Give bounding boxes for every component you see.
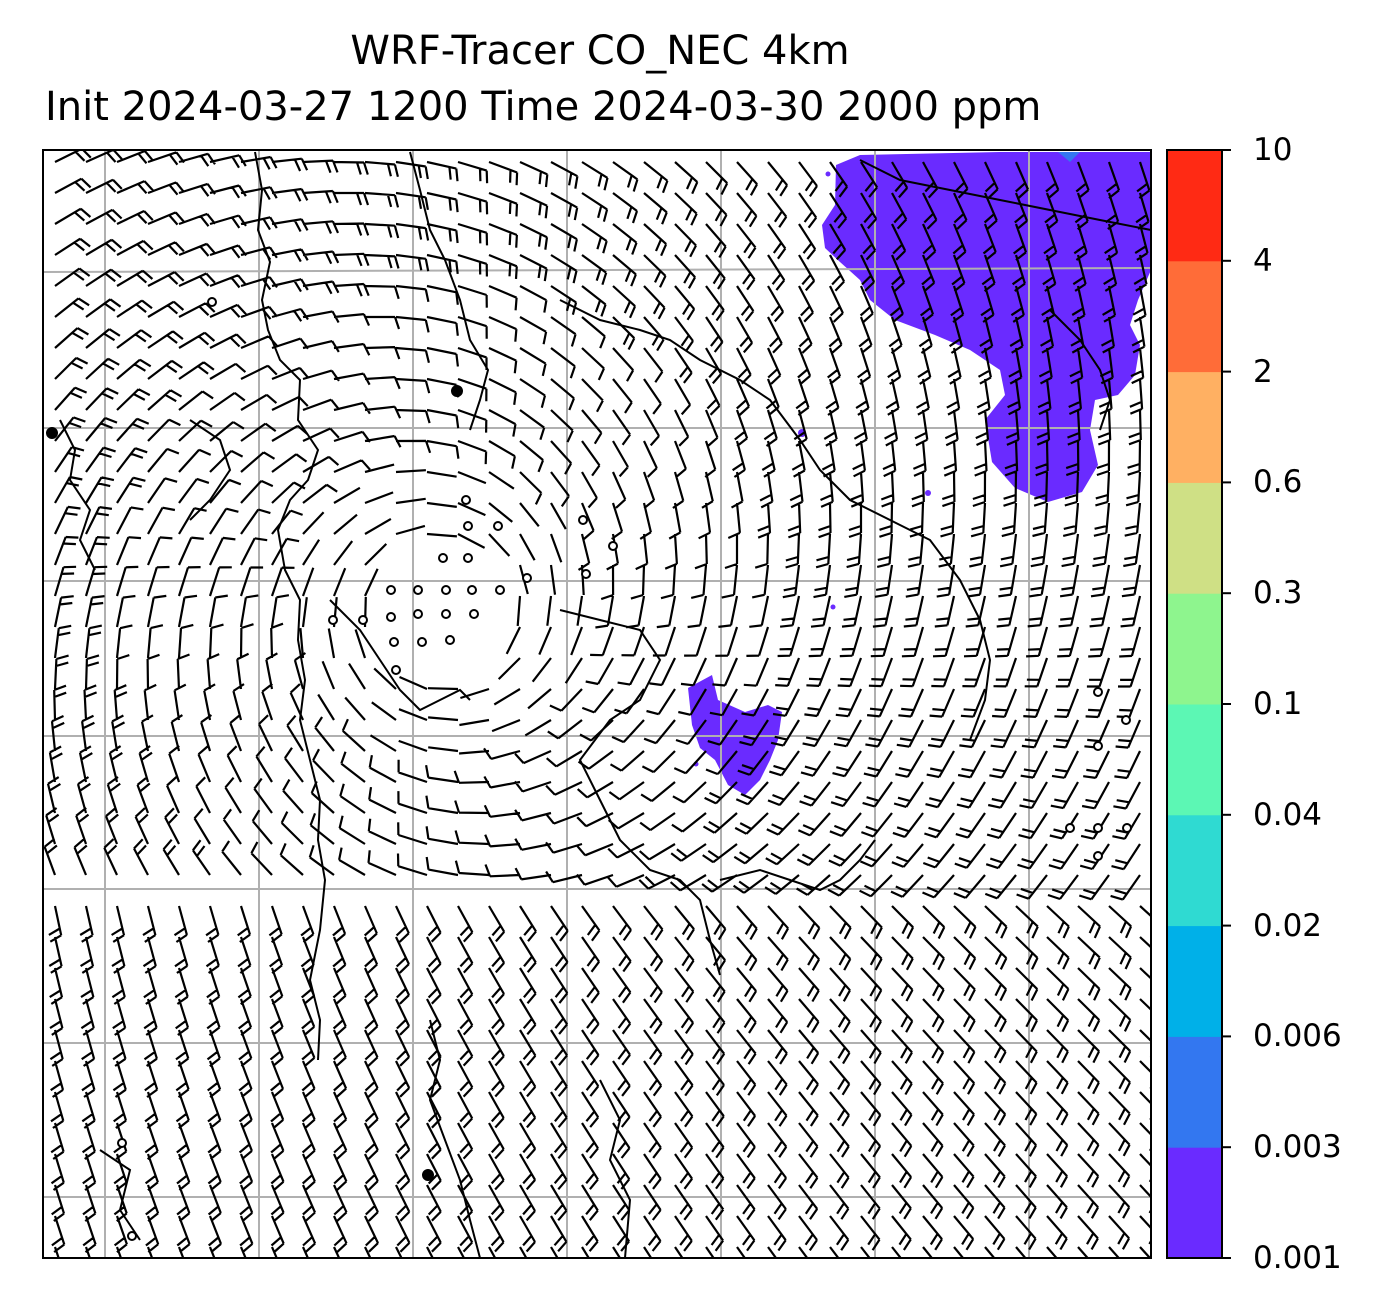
colorbar-segment	[1167, 925, 1222, 1037]
station-dot	[422, 1169, 434, 1181]
station-dot	[46, 427, 58, 439]
colorbar-tick-label: 0.3	[1253, 575, 1303, 612]
calm-wind-circle	[493, 521, 503, 531]
colorbar-segment	[1167, 593, 1222, 705]
title-line-2: Init 2024-03-27 1200 Time 2024-03-30 200…	[45, 84, 1042, 130]
calm-wind-circle	[1093, 851, 1103, 861]
calm-wind-circle	[207, 297, 217, 307]
title-line-1: WRF-Tracer CO_NEC 4km	[350, 28, 850, 74]
colorbar-segment	[1167, 704, 1222, 816]
colorbar-tick-label: 0.001	[1253, 1240, 1342, 1276]
calm-wind-circle	[522, 573, 532, 583]
colorbar-tick-label: 0.006	[1253, 1018, 1342, 1055]
colorbar-tick-label: 10	[1253, 132, 1293, 168]
calm-wind-circle	[608, 541, 618, 551]
colorbar-tick-label: 2	[1253, 353, 1273, 390]
colorbar-tick-label: 0.1	[1253, 686, 1303, 722]
calm-wind-circle	[1093, 687, 1103, 697]
calm-wind-circle	[1121, 715, 1131, 725]
calm-wind-circle	[441, 609, 451, 619]
map-frame	[42, 149, 1152, 1259]
colorbar-tick-label: 0.02	[1253, 907, 1323, 944]
colorbar-tick-label: 0.04	[1253, 796, 1323, 833]
calm-wind-circle	[463, 521, 473, 531]
calm-wind-circle	[413, 585, 423, 595]
calm-wind-circle	[1093, 741, 1103, 751]
calm-wind-circle	[413, 609, 423, 619]
calm-wind-circle	[445, 635, 455, 645]
colorbar-segment	[1167, 1036, 1222, 1148]
colorbar	[1166, 149, 1231, 1259]
wind-barbs	[43, 150, 1151, 1258]
colorbar-segment	[1167, 482, 1222, 594]
calm-wind-circle	[117, 1138, 127, 1148]
wind-barb-field	[43, 150, 1151, 1258]
calm-wind-circle	[495, 585, 505, 595]
colorbar-segment	[1167, 371, 1222, 483]
calm-wind-circle	[1093, 823, 1103, 833]
calm-wind-circle	[578, 515, 588, 525]
calm-wind-circle	[391, 665, 401, 675]
colorbar-tick-label: 0.003	[1253, 1129, 1342, 1166]
calm-wind-circle	[469, 609, 479, 619]
colorbar-segment	[1167, 814, 1222, 927]
calm-wind-circle	[1065, 823, 1075, 833]
colorbar-tick-label: 0.6	[1253, 464, 1303, 501]
calm-wind-circle	[389, 637, 399, 647]
calm-wind-circle	[441, 585, 451, 595]
calm-wind-circle	[581, 569, 591, 579]
colorbar-segment	[1167, 260, 1222, 373]
calm-wind-circle	[358, 615, 368, 625]
calm-wind-markers	[46, 297, 1132, 1241]
colorbar-segment	[1167, 150, 1222, 262]
calm-wind-circle	[417, 637, 427, 647]
calm-wind-circle	[127, 1231, 137, 1241]
calm-wind-circle	[386, 612, 396, 622]
station-dot	[451, 385, 463, 397]
colorbar-segment	[1167, 1147, 1222, 1259]
calm-wind-circle	[438, 553, 448, 563]
calm-wind-circle	[463, 553, 473, 563]
calm-wind-circle	[328, 615, 338, 625]
calm-wind-circle	[1122, 823, 1132, 833]
calm-wind-circle	[386, 585, 396, 595]
colorbar-tick-label: 4	[1253, 242, 1273, 279]
calm-wind-circle	[461, 495, 471, 505]
calm-wind-circle	[467, 585, 477, 595]
